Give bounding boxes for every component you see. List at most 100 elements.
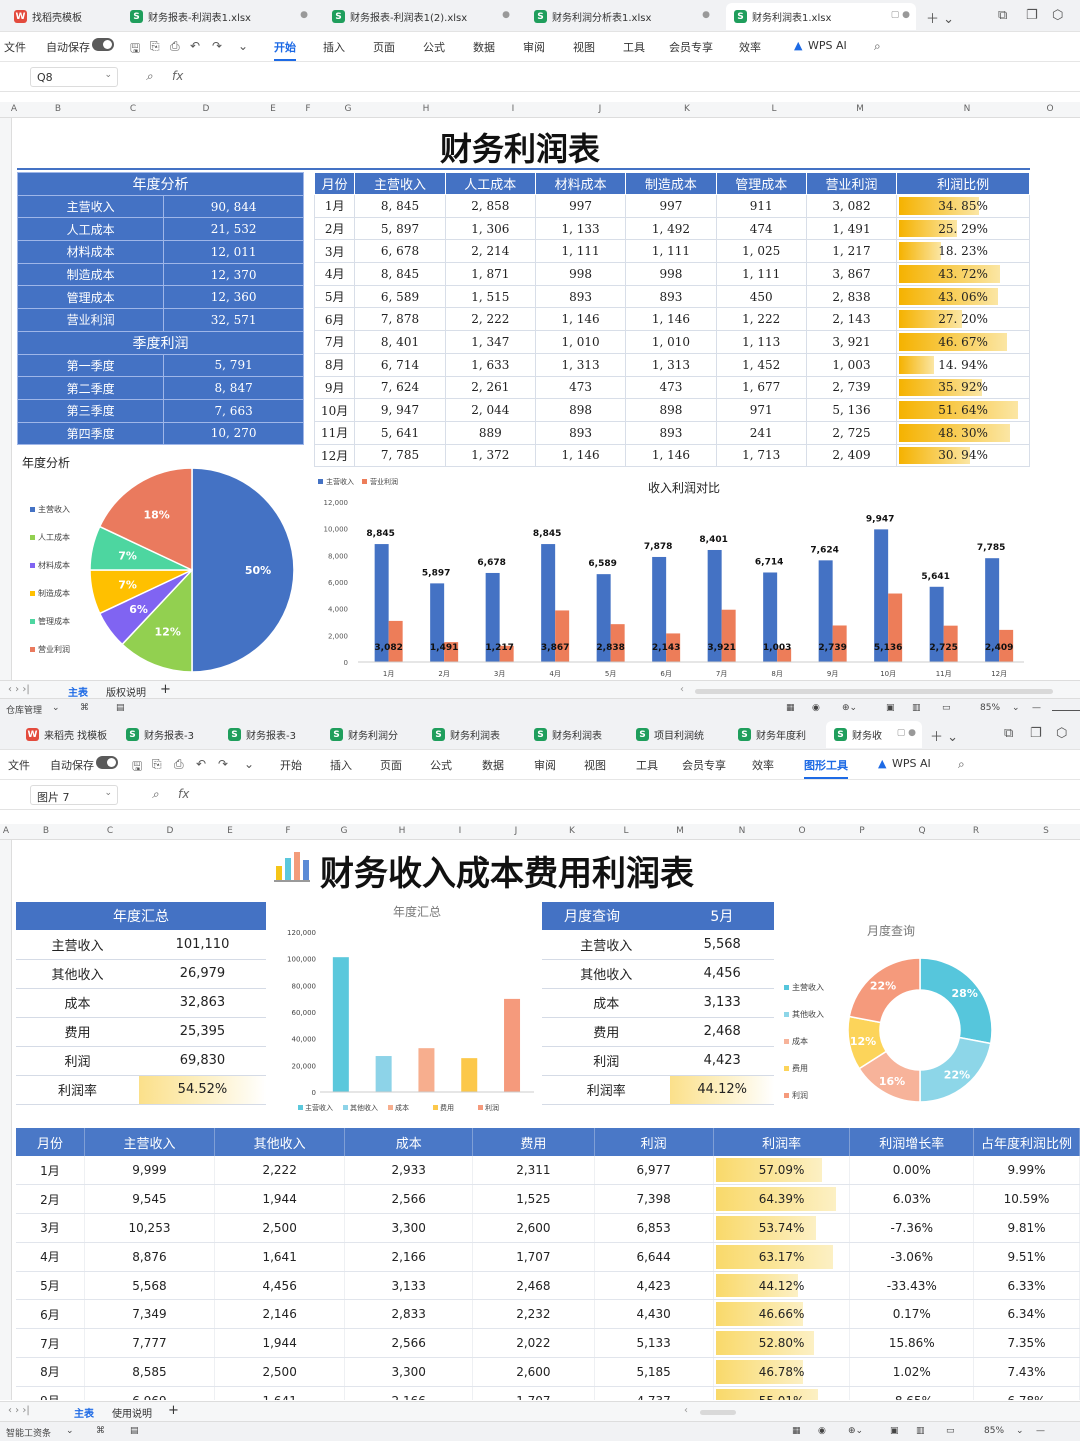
table-cell[interactable]: 8月	[16, 1357, 85, 1387]
fx-icon[interactable]: fx	[178, 787, 190, 801]
profit-ratio-cell[interactable]: 51. 64%	[896, 398, 1030, 422]
table-cell[interactable]: 1,707	[472, 1386, 595, 1400]
eye-icon[interactable]: ◉	[818, 1426, 826, 1436]
col-f[interactable]: F	[305, 104, 311, 114]
zoom-slider[interactable]	[1052, 710, 1080, 711]
doc-tab[interactable]: S 财务年度利	[730, 721, 822, 748]
annual-label[interactable]: 营业利润	[16, 308, 165, 332]
table-column-header[interactable]: 主营收入	[84, 1128, 216, 1156]
table-column-header[interactable]: 利润比例	[896, 172, 1030, 195]
col-a[interactable]: A	[10, 104, 18, 114]
table-cell[interactable]: 1月	[313, 194, 356, 218]
legend-item[interactable]: 管理成本	[30, 616, 70, 627]
sheet-area[interactable]: 财务收入成本费用利润表 年度汇总 主营收入 101,110 其他收入 26,979 …	[12, 840, 1080, 1400]
table-cell[interactable]: 1, 111	[534, 239, 627, 264]
close-icon[interactable]: ●	[502, 10, 510, 20]
query-label[interactable]: 利润率	[542, 1075, 671, 1105]
restore-icon[interactable]: ❐	[1026, 8, 1038, 23]
print-icon[interactable]: ⎙	[174, 757, 184, 771]
quarter-label[interactable]: 第四季度	[16, 421, 165, 446]
table-row[interactable]: 4月 8, 845 1, 871 998 998 1, 111 3, 867 43. 72%	[313, 262, 1030, 286]
table-cell[interactable]: 1, 010	[625, 330, 717, 354]
table-row[interactable]: 11月 5, 641 889 893 893 241 2, 725 48. 30%	[313, 420, 1030, 445]
table-cell[interactable]: 7,349	[84, 1299, 216, 1330]
table-column-header[interactable]: 月份	[313, 172, 356, 195]
table-cell[interactable]: 2,232	[472, 1299, 595, 1330]
legend-item[interactable]: 利润	[784, 1090, 808, 1101]
new-tab-icon[interactable]: ＋ ⌄	[926, 12, 955, 27]
scroll-left-icon[interactable]: ‹	[680, 684, 684, 695]
menu-home[interactable]: 开始	[274, 41, 296, 61]
summary-value[interactable]: 32,863	[138, 988, 266, 1018]
table-cell[interactable]: 7, 785	[354, 443, 446, 468]
table-cell[interactable]: 8, 845	[354, 194, 446, 218]
table-cell[interactable]: 1, 515	[444, 284, 536, 309]
menu-file[interactable]: 文件	[8, 759, 30, 772]
profit-ratio-cell[interactable]: 46. 67%	[896, 330, 1030, 354]
table-cell[interactable]: 6.03%	[849, 1184, 975, 1215]
col-b[interactable]: B	[54, 104, 62, 114]
macro-icon[interactable]: ⌘	[96, 1426, 105, 1436]
table-row[interactable]: 5月 5,568 4,456 3,133 2,468 4,423 44.12% -33.43%…	[16, 1271, 1080, 1301]
table-cell[interactable]: 4,737	[594, 1386, 714, 1400]
table-cell[interactable]: 3, 082	[805, 194, 898, 218]
profit-ratio-cell[interactable]: 30. 94%	[896, 443, 1030, 468]
table-cell[interactable]: 1, 452	[715, 352, 807, 377]
legend-label[interactable]: 主营收入	[326, 477, 354, 486]
table-cell[interactable]: 6月	[313, 307, 356, 332]
table-cell[interactable]: 4,423	[594, 1271, 714, 1301]
table-cell[interactable]: 2, 409	[805, 443, 898, 468]
query-value[interactable]: 4,423	[670, 1046, 774, 1076]
table-cell[interactable]: 6, 714	[354, 352, 446, 377]
doc-tab[interactable]: S 财务报表-3	[118, 721, 216, 748]
table-cell[interactable]: 1, 306	[444, 216, 536, 241]
profit-ratio-cell[interactable]: 43. 06%	[896, 284, 1030, 309]
summary-label[interactable]: 利润率	[16, 1075, 139, 1105]
table-cell[interactable]: 1, 025	[715, 239, 807, 264]
table-cell[interactable]: 1,641	[214, 1242, 346, 1272]
summary-label[interactable]: 主营收入	[16, 930, 139, 960]
zoom-level[interactable]: 85%	[980, 703, 1001, 713]
table-cell[interactable]: 9月	[313, 375, 356, 400]
bar-profit[interactable]	[943, 625, 958, 662]
table-cell[interactable]: -7.36%	[849, 1213, 975, 1243]
table-column-header[interactable]: 占年度利润比例	[973, 1128, 1080, 1156]
bar[interactable]	[332, 957, 349, 1092]
doc-tab[interactable]: S 财务报表-3	[220, 721, 318, 748]
grid-icon[interactable]: ▦	[792, 1426, 801, 1436]
table-cell[interactable]: 6,644	[594, 1242, 714, 1272]
table-cell[interactable]: 1, 713	[715, 443, 807, 468]
zoom-out-icon[interactable]: —	[1036, 1426, 1045, 1436]
table-cell[interactable]: 998	[625, 262, 717, 286]
legend-label[interactable]: 费用	[440, 1103, 454, 1112]
zoom-icon[interactable]: ⌕	[146, 69, 153, 83]
table-cell[interactable]: 3, 867	[805, 262, 898, 286]
table-cell[interactable]: 1, 111	[625, 239, 717, 264]
quarter-value[interactable]: 5, 791	[163, 353, 304, 378]
bar-income[interactable]	[374, 544, 389, 662]
sheet-area[interactable]: 财务利润表 年度分析 主营收入 90, 844 人工成本 21, 532 材料成本 1…	[12, 118, 1080, 680]
bar-profit[interactable]	[832, 625, 847, 662]
pie-slice[interactable]	[121, 568, 193, 673]
table-cell[interactable]: 2, 214	[444, 239, 536, 264]
table-column-header[interactable]: 人工成本	[444, 172, 536, 195]
annual-value[interactable]: 21, 532	[163, 217, 304, 242]
table-cell[interactable]: 0.17%	[849, 1299, 975, 1330]
table-cell[interactable]: 1,944	[214, 1184, 346, 1215]
table-cell[interactable]: 889	[444, 420, 536, 445]
autosave-toggle[interactable]	[92, 38, 114, 51]
sheet-tab-main[interactable]: 主表	[74, 1405, 94, 1423]
table-cell[interactable]: 3,300	[344, 1357, 474, 1387]
page-view-icon[interactable]: ▥	[912, 703, 921, 713]
profit-rate-cell[interactable]: 44.12%	[713, 1271, 851, 1301]
table-cell[interactable]: 8, 401	[354, 330, 446, 354]
legend-label[interactable]: 营业利润	[370, 477, 398, 486]
table-cell[interactable]: 1, 146	[534, 443, 627, 468]
table-cell[interactable]: 2,600	[472, 1213, 595, 1243]
table-cell[interactable]: 1, 372	[444, 443, 536, 468]
table-cell[interactable]: 1, 113	[715, 330, 807, 354]
table-column-header[interactable]: 其他收入	[214, 1128, 346, 1156]
table-cell[interactable]: 1, 217	[805, 239, 898, 264]
table-cell[interactable]: 5月	[313, 284, 356, 309]
